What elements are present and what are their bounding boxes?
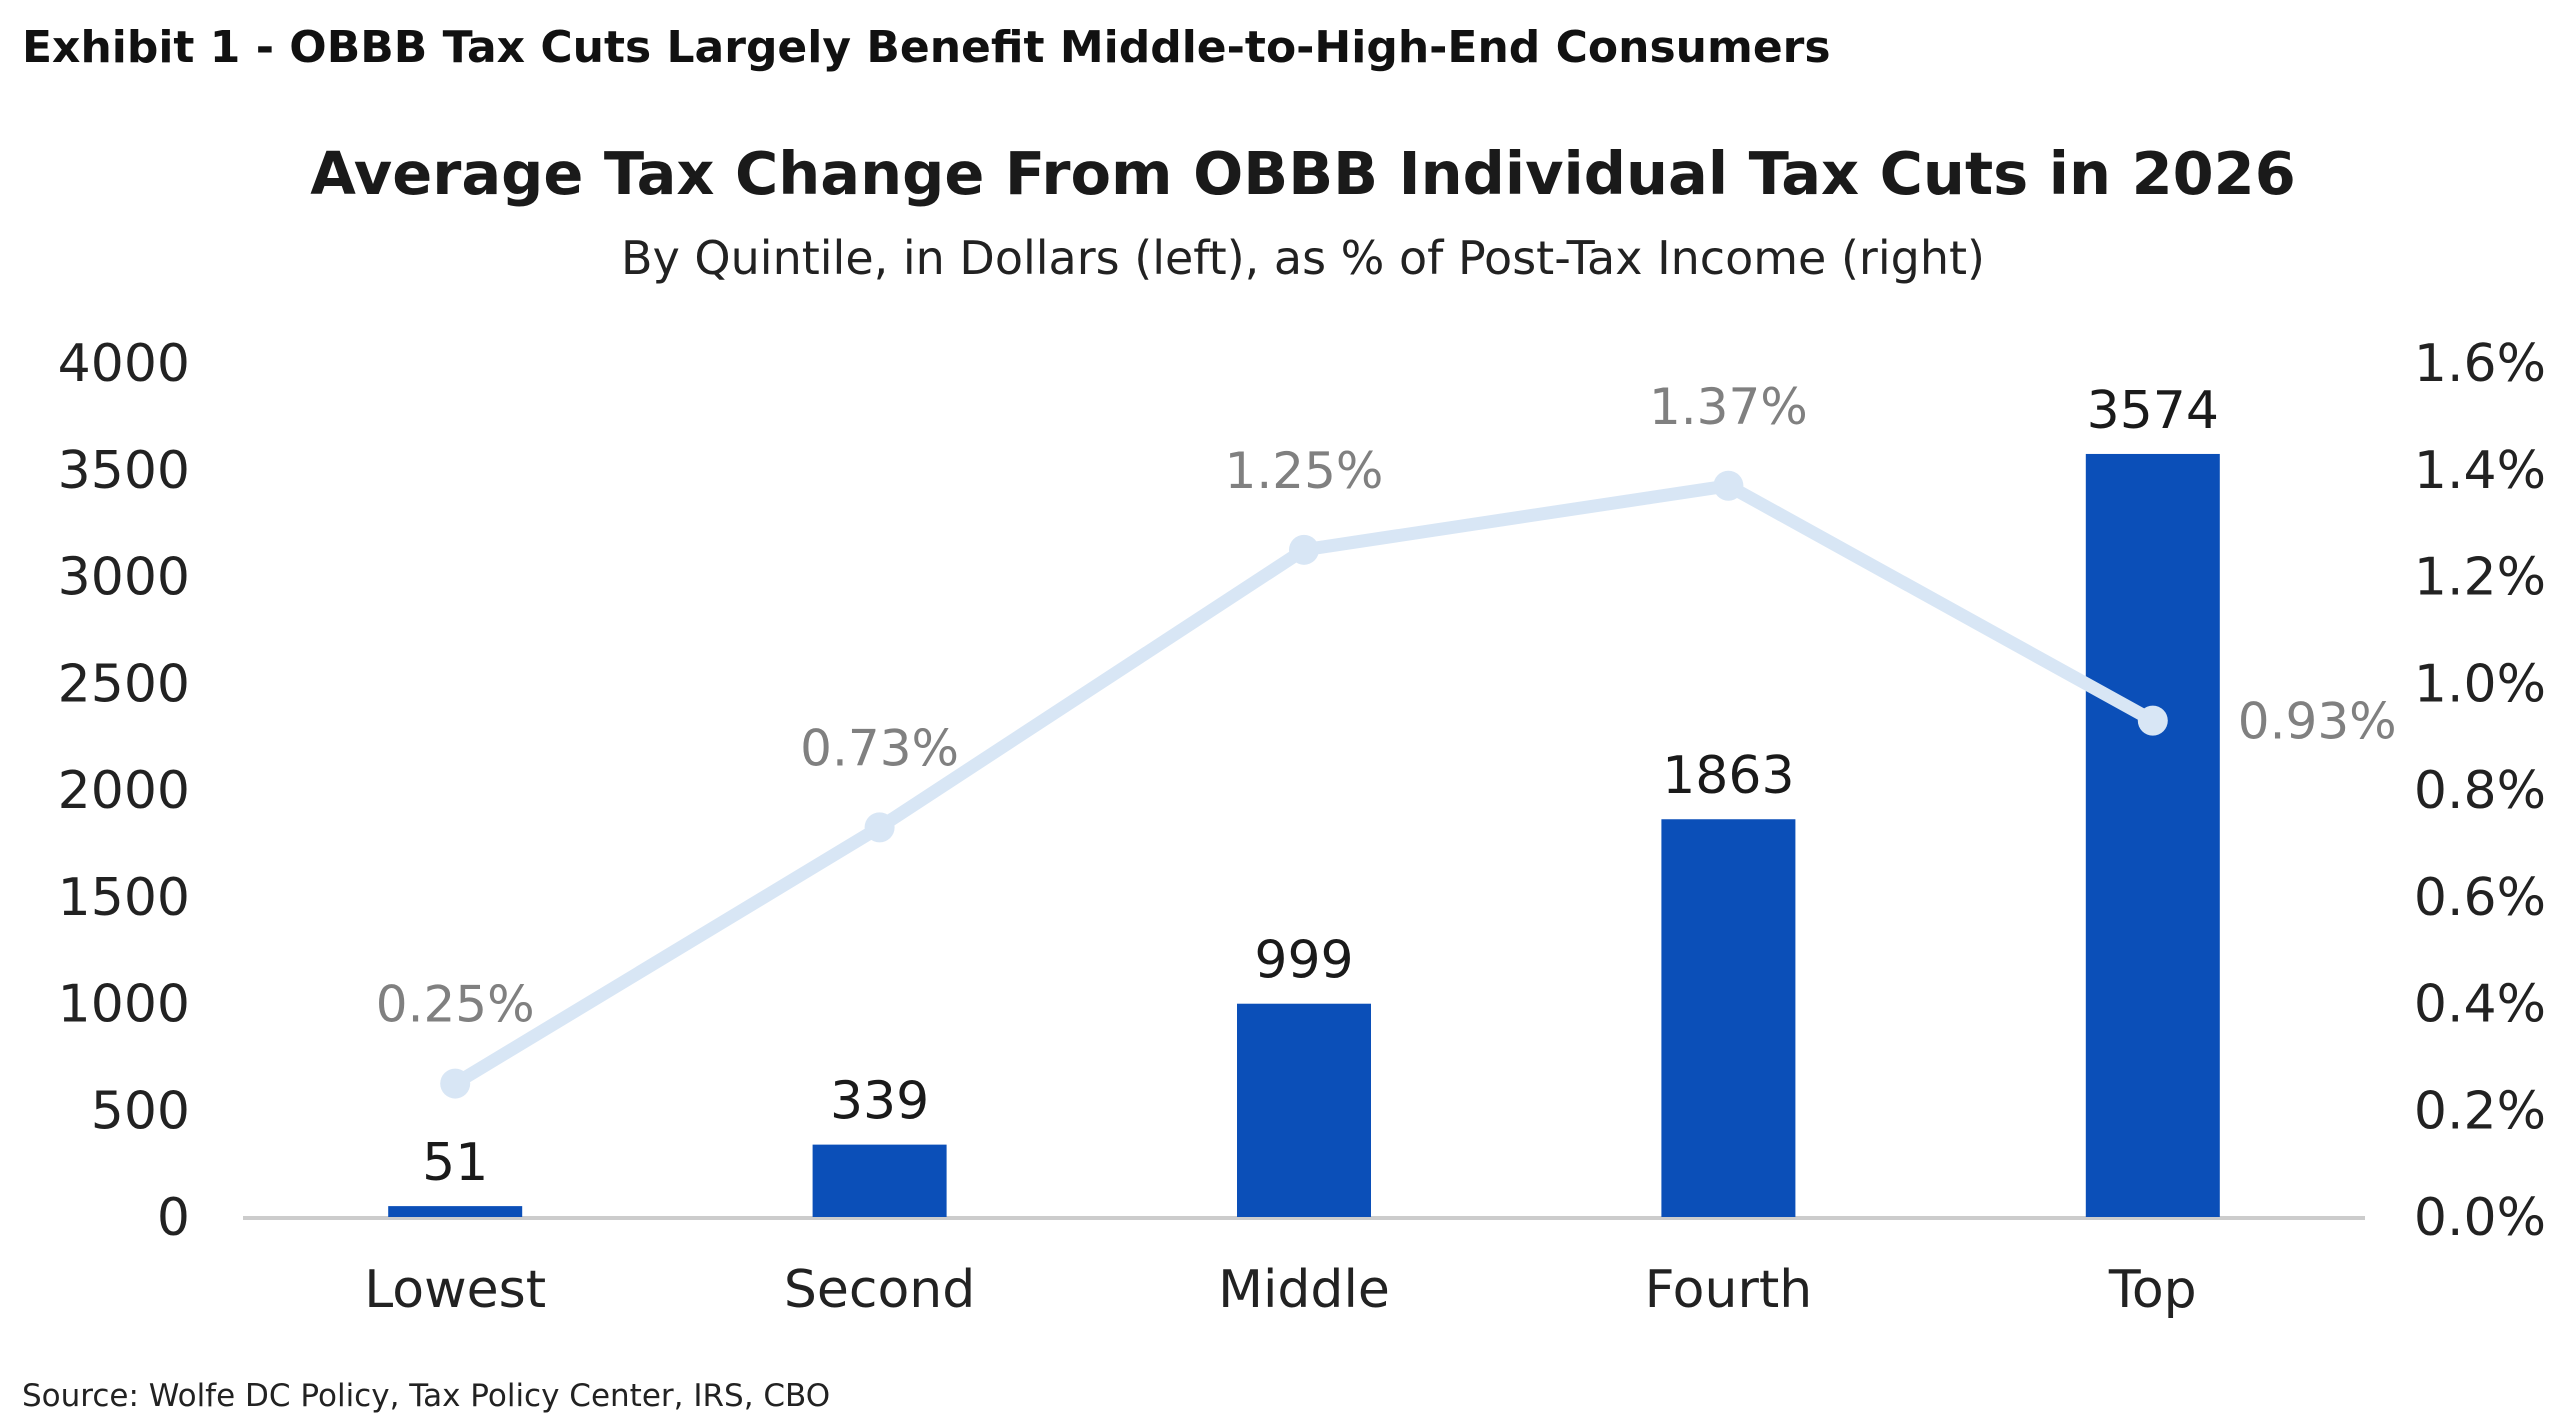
line-value-label: 1.37% [1649, 378, 1808, 436]
bar-fourth [1661, 819, 1796, 1217]
category-label: Second [784, 1260, 975, 1320]
left-axis-tick-label: 1500 [58, 868, 190, 928]
line-point [1713, 470, 1744, 501]
line-point [1289, 534, 1319, 565]
line-value-label: 0.25% [376, 976, 535, 1034]
left-axis-tick-label: 3500 [58, 441, 190, 501]
left-axis-tick-label: 3000 [58, 548, 190, 608]
right-axis-tick-label: 1.4% [2414, 441, 2546, 501]
right-axis-tick-label: 0.6% [2414, 868, 2546, 928]
chart-title: Average Tax Change From OBBB Individual … [310, 139, 2296, 208]
line-point [440, 1068, 471, 1099]
x-axis-categories: Lowest Second Middle Fourth Top [364, 1260, 2196, 1320]
right-axis-tick-label: 1.0% [2414, 654, 2546, 714]
category-label: Middle [1218, 1260, 1390, 1320]
chart-subtitle: By Quintile, in Dollars (left), as % of … [621, 231, 1985, 285]
bar-value-label: 51 [422, 1133, 488, 1193]
bar-value-label: 3574 [2087, 381, 2219, 441]
bar-middle [1237, 1003, 1371, 1217]
bar-value-label: 999 [1254, 931, 1353, 991]
right-y-axis: 0.0% 0.2% 0.4% 0.6% 0.8% 1.0% 1.2% 1.4% 1.6% [2414, 334, 2546, 1248]
bar-value-label: 1863 [1662, 746, 1794, 806]
left-axis-tick-label: 1000 [58, 975, 190, 1035]
category-label: Lowest [364, 1260, 546, 1320]
right-axis-tick-label: 0.0% [2414, 1188, 2546, 1248]
line-point [2137, 705, 2168, 736]
line-value-label: 1.25% [1225, 442, 1384, 500]
left-axis-tick-label: 2500 [58, 654, 190, 714]
right-axis-tick-label: 0.4% [2414, 975, 2546, 1035]
category-label: Top [2108, 1260, 2197, 1320]
left-axis-tick-label: 2000 [58, 761, 190, 821]
right-axis-tick-label: 1.2% [2414, 548, 2546, 608]
left-y-axis: 0 500 1000 1500 2000 2500 3000 3500 4000 [58, 334, 190, 1248]
right-axis-tick-label: 0.8% [2414, 761, 2546, 821]
source-note: Source: Wolfe DC Policy, Tax Policy Cent… [22, 1378, 831, 1414]
line-series: 0.25% 0.73% 1.25% 1.37% 0.93% [376, 378, 2397, 1099]
bar-top [2085, 453, 2220, 1217]
line-point [864, 812, 895, 843]
left-axis-tick-label: 0 [157, 1188, 190, 1248]
right-axis-tick-label: 0.2% [2414, 1081, 2546, 1141]
left-axis-tick-label: 4000 [58, 334, 190, 394]
bar-value-label: 339 [830, 1072, 929, 1132]
bar-series: 51 339 999 1863 3574 [388, 381, 2220, 1217]
pct-income-line [448, 479, 2160, 1091]
left-axis-tick-label: 500 [91, 1081, 190, 1141]
exhibit-title: Exhibit 1 - OBBB Tax Cuts Largely Benefi… [22, 22, 1831, 73]
bar-lowest [388, 1206, 523, 1217]
line-value-label: 0.93% [2238, 693, 2397, 751]
category-label: Fourth [1645, 1260, 1813, 1320]
line-value-label: 0.73% [800, 719, 959, 777]
right-axis-tick-label: 1.6% [2414, 334, 2546, 394]
bar-second [812, 1144, 947, 1217]
